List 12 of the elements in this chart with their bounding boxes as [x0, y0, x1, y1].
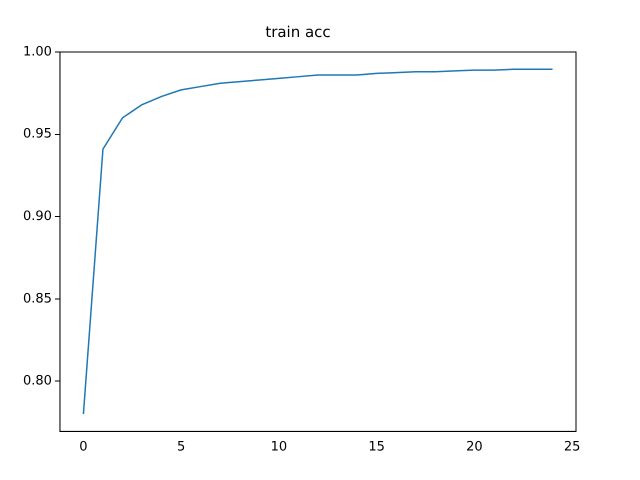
x-tick-label: 25 — [564, 440, 580, 455]
y-tick-label: 0.85 — [22, 291, 52, 306]
y-tick-label: 0.80 — [22, 374, 52, 389]
chart-title: train acc — [265, 22, 331, 41]
x-tick-label: 10 — [270, 440, 288, 455]
x-tick-label: 20 — [466, 440, 483, 455]
y-tick-label: 1.00 — [22, 44, 52, 60]
y-tick-label: 0.95 — [22, 126, 52, 142]
x-tick-label: 15 — [368, 440, 385, 455]
x-tick-label: 0 — [79, 440, 88, 455]
y-tick-label: 0.90 — [22, 208, 52, 224]
x-tick-label: 5 — [177, 440, 186, 455]
